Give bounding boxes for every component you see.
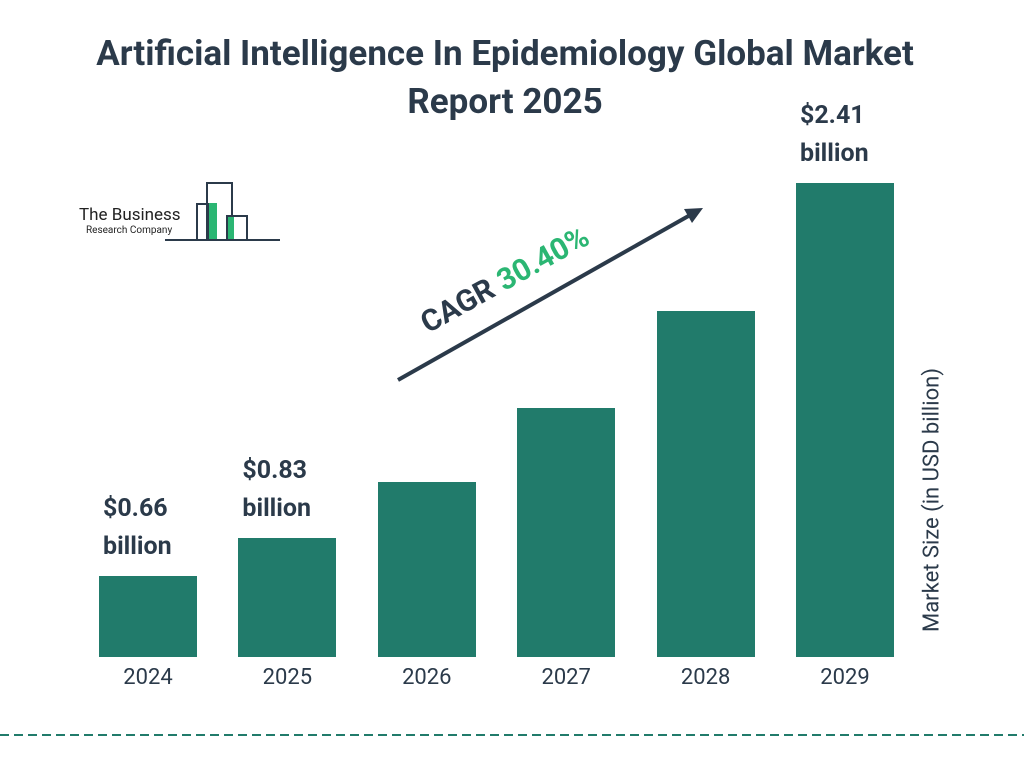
- cagr-arrow: [397, 212, 693, 382]
- value-label: $2.41 billion: [800, 100, 869, 168]
- x-tick-label: 2025: [262, 665, 313, 690]
- x-tick-label: 2024: [123, 665, 173, 690]
- x-tick-label: 2028: [680, 665, 731, 690]
- bar: [377, 481, 476, 657]
- value-label: $0.83 billion: [242, 455, 312, 523]
- bar: [238, 537, 337, 657]
- x-tick-label: 2026: [402, 665, 452, 690]
- bar: [656, 311, 755, 657]
- value-label: $0.66 billion: [103, 494, 172, 562]
- bar: [796, 182, 894, 657]
- logo-subtext: Research Company: [86, 225, 173, 236]
- logo-text: The Business: [79, 205, 181, 225]
- logo-icon: [165, 182, 280, 241]
- bar: [517, 407, 616, 657]
- chart-title: Artificial Intelligence In Epidemiology …: [96, 33, 914, 122]
- x-tick-label: 2027: [541, 665, 591, 690]
- cagr-arrowhead: [684, 208, 703, 223]
- x-tick-label: 2029: [820, 665, 870, 690]
- bar: [99, 576, 197, 657]
- y-axis-label: Market Size (in USD billion): [919, 368, 945, 632]
